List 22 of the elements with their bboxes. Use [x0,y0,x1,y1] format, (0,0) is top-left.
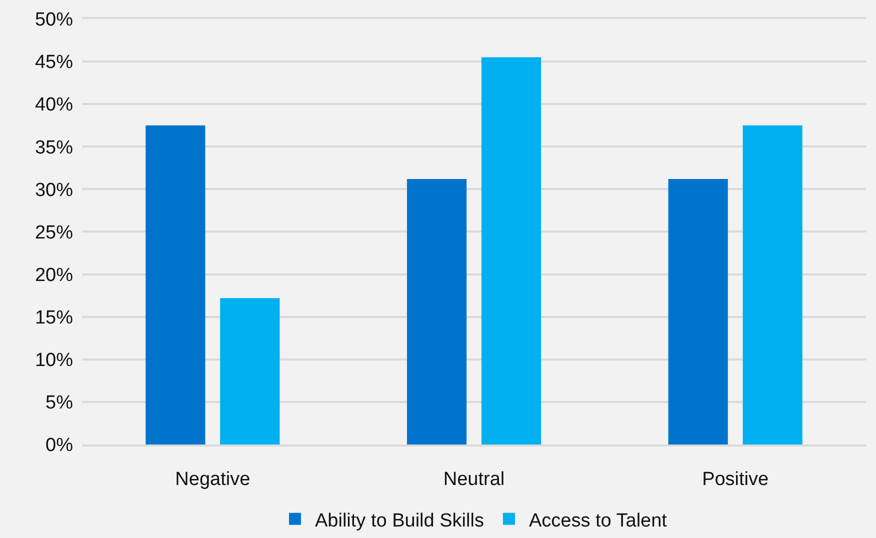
y-tick-label: 5% [46,392,74,414]
bar [742,125,802,444]
y-tick-label: 40% [34,94,74,116]
y-tick-label: 20% [34,264,74,286]
y-tick-label: 0% [46,435,74,456]
x-tick-label: Positive [702,469,769,490]
x-tick-label: Neutral [443,469,505,490]
bar [220,298,280,444]
y-tick-label: 45% [34,52,74,74]
y-tick-label: 30% [34,180,74,201]
y-tick-label: 10% [34,350,74,372]
y-tick-label: 35% [34,137,74,158]
bar [668,178,728,444]
bar [406,178,467,444]
x-tick-label: Negative [175,469,250,490]
bar [146,125,206,444]
legend-label: Ability to Build Skills [315,510,484,532]
y-tick-label: 25% [34,222,74,244]
bar [481,57,542,444]
legend-label: Access to Talent [528,510,668,532]
y-tick-label: 50% [34,10,74,31]
y-tick-label: 15% [34,307,74,328]
